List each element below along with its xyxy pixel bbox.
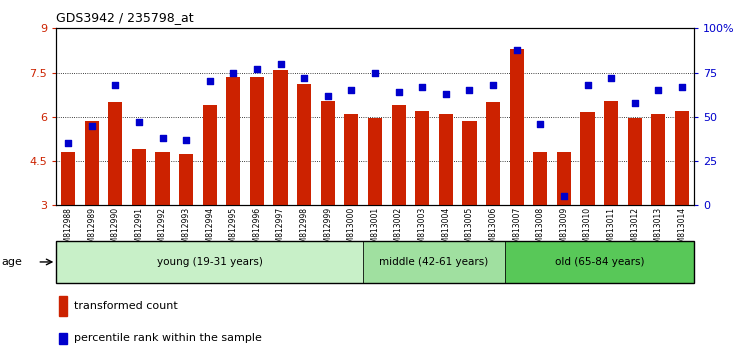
Point: [110, 82, 122, 88]
Bar: [604, 101, 618, 205]
Point: [392, 89, 404, 95]
Bar: [59, 296, 68, 316]
Bar: [416, 111, 429, 205]
Point: [204, 79, 216, 84]
Bar: [533, 152, 548, 205]
Bar: [556, 152, 571, 205]
Text: middle (42-61 years): middle (42-61 years): [380, 257, 489, 267]
Bar: [392, 105, 406, 205]
Text: GDS3942 / 235798_at: GDS3942 / 235798_at: [56, 11, 194, 24]
Bar: [368, 118, 382, 205]
Point: [86, 123, 98, 129]
Point: [487, 82, 499, 88]
Bar: [505, 241, 694, 283]
Bar: [675, 111, 689, 205]
Text: old (65-84 years): old (65-84 years): [554, 257, 644, 267]
Text: percentile rank within the sample: percentile rank within the sample: [74, 333, 262, 343]
Point: [369, 70, 381, 75]
Point: [346, 87, 358, 93]
Bar: [250, 77, 264, 205]
Bar: [56, 241, 363, 283]
Point: [251, 66, 263, 72]
Bar: [61, 152, 75, 205]
Bar: [628, 118, 642, 205]
Point: [628, 100, 640, 105]
Point: [322, 93, 334, 98]
Point: [605, 75, 617, 81]
Bar: [59, 333, 68, 344]
Bar: [486, 102, 500, 205]
Point: [534, 121, 546, 127]
Point: [440, 91, 452, 97]
Point: [676, 84, 688, 90]
Point: [581, 82, 593, 88]
Bar: [344, 114, 358, 205]
Bar: [580, 113, 595, 205]
Point: [62, 141, 74, 146]
Bar: [439, 114, 453, 205]
Point: [180, 137, 192, 143]
Point: [511, 47, 523, 52]
Bar: [202, 105, 217, 205]
Point: [157, 135, 169, 141]
Bar: [274, 70, 288, 205]
Point: [464, 87, 476, 93]
Text: transformed count: transformed count: [74, 301, 178, 311]
Bar: [132, 149, 146, 205]
Bar: [226, 77, 241, 205]
Bar: [155, 152, 170, 205]
Bar: [462, 121, 476, 205]
Text: young (19-31 years): young (19-31 years): [157, 257, 262, 267]
Point: [133, 119, 145, 125]
Bar: [179, 154, 194, 205]
Point: [227, 70, 239, 75]
Bar: [297, 84, 311, 205]
Text: age: age: [2, 257, 22, 267]
Bar: [85, 121, 99, 205]
Point: [558, 194, 570, 199]
Bar: [108, 102, 122, 205]
Bar: [321, 101, 334, 205]
Point: [298, 75, 310, 81]
Point: [652, 87, 664, 93]
Point: [274, 61, 286, 67]
Bar: [651, 114, 665, 205]
Bar: [363, 241, 505, 283]
Point: [416, 84, 428, 90]
Bar: [509, 49, 524, 205]
